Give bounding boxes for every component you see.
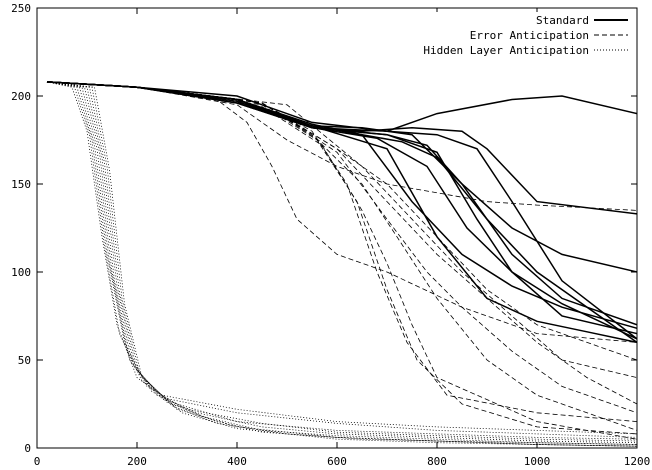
series-line-standard-2	[46, 81, 638, 215]
series-line-hidden-layer-anticipation-21	[46, 81, 638, 438]
series-line-hidden-layer-anticipation-28	[46, 81, 638, 447]
series-line-standard-4	[46, 81, 638, 340]
legend-label-standard: Standard	[536, 14, 589, 27]
series-line-error-anticipation-11	[46, 81, 638, 211]
axis-layer: 0 200 400 600 800 1000 1200 0 50 100 150 200 250	[11, 2, 650, 468]
series-line-error-anticipation-14	[46, 81, 638, 440]
y-tick-label: 200	[11, 90, 31, 103]
series-layer	[46, 81, 638, 447]
legend-label-error-anticipation: Error Anticipation	[470, 29, 589, 42]
legend: Standard Error Anticipation Hidden Layer…	[420, 12, 634, 58]
series-line-standard-5	[46, 81, 638, 330]
x-tick-label: 800	[427, 455, 447, 468]
x-tick-label: 0	[34, 455, 41, 468]
plot-frame	[36, 7, 638, 449]
series-line-hidden-layer-anticipation-25	[46, 81, 638, 445]
series-line-error-anticipation-19	[46, 81, 638, 431]
x-tick-label: 1200	[624, 455, 651, 468]
series-line-hidden-layer-anticipation-26	[46, 81, 638, 445]
legend-label-hidden-layer-anticipation: Hidden Layer Anticipation	[423, 44, 589, 57]
x-tick-label: 400	[227, 455, 247, 468]
y-tick-label: 0	[24, 442, 31, 455]
y-tick-label: 250	[11, 2, 31, 15]
y-tick-label: 100	[11, 266, 31, 279]
series-line-standard-0	[46, 81, 638, 132]
y-tick-label: 150	[11, 178, 31, 191]
series-line-standard-6	[46, 81, 638, 340]
series-line-hidden-layer-anticipation-20	[46, 81, 638, 435]
series-line-error-anticipation-13	[46, 81, 638, 435]
series-line-hidden-layer-anticipation-24	[46, 81, 638, 444]
series-line-error-anticipation-18	[46, 81, 638, 361]
y-tick-label: 50	[18, 354, 31, 367]
x-tick-label: 600	[327, 455, 347, 468]
series-line-error-anticipation-17	[46, 81, 638, 378]
x-tick-label: 1000	[524, 455, 551, 468]
x-tick-label: 200	[127, 455, 147, 468]
series-line-hidden-layer-anticipation-29	[46, 81, 638, 447]
series-line-hidden-layer-anticipation-27	[46, 81, 638, 447]
